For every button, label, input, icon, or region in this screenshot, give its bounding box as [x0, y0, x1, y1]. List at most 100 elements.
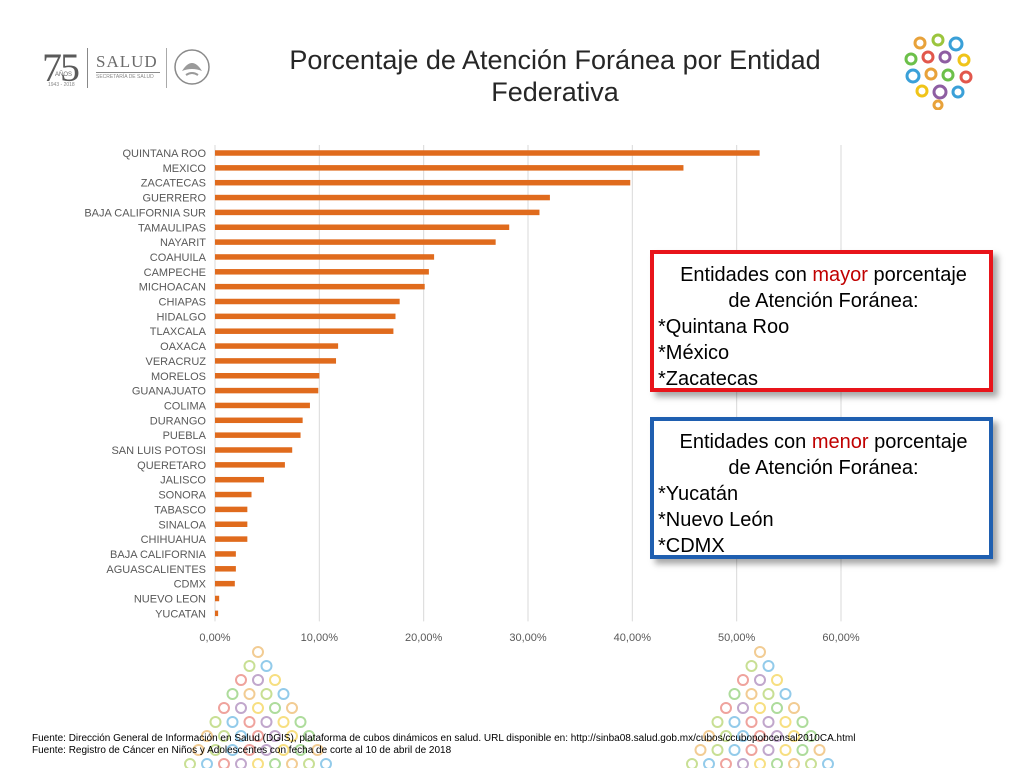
decorative-circle: [235, 758, 247, 768]
decorative-circle: [226, 716, 239, 728]
bar: [215, 209, 540, 216]
decorative-circles-logo: [904, 33, 973, 110]
logo-years-text: 1943 - 2018: [48, 82, 75, 88]
decorative-circle: [226, 688, 239, 700]
decorative-circle: [209, 716, 222, 728]
bar: [215, 373, 320, 379]
category-label: ZACATECAS: [141, 178, 206, 190]
bar: [215, 402, 310, 409]
category-label: CAMPECHE: [144, 267, 206, 279]
bar: [215, 269, 429, 275]
bar: [215, 179, 631, 186]
logo-anos-text: AÑOS: [55, 72, 73, 78]
decorative-circle: [771, 758, 783, 768]
decorative-circle: [192, 744, 205, 756]
category-label: TLAXCALA: [150, 326, 207, 338]
bar: [215, 432, 301, 438]
category-label: MICHOACAN: [139, 282, 206, 294]
category-label: TAMAULIPAS: [138, 222, 206, 234]
decorative-circle: [805, 758, 817, 768]
decorative-circle: [269, 758, 281, 768]
logo-salud-text: SALUD: [96, 52, 158, 71]
page-title: Porcentaje de Atención Foránea por Entid…: [289, 45, 821, 107]
decorative-circle: [243, 744, 256, 756]
bar: [215, 462, 285, 468]
category-label: AGUASCALIENTES: [106, 564, 206, 576]
mayor-box-item: *Quintana Roo: [658, 316, 790, 338]
decorative-circle: [754, 674, 766, 686]
decorative-circle: [252, 646, 264, 658]
decorative-circle: [235, 702, 247, 714]
decorative-circle: [243, 688, 256, 700]
decorative-circle: [728, 744, 741, 756]
bar: [215, 610, 219, 617]
x-tick-label: 10,00%: [301, 632, 339, 644]
category-label: BAJA CALIFORNIA: [110, 549, 207, 561]
decorative-circle: [303, 730, 315, 742]
decorative-circle: [243, 660, 256, 672]
bar: [215, 194, 550, 201]
category-label: SONORA: [158, 490, 206, 502]
category-label: CHIAPAS: [159, 297, 206, 309]
decorative-circle: [252, 674, 264, 686]
footer-sources: Fuente: Dirección General de Información…: [32, 733, 855, 757]
menor-box-heading: Entidades con menor porcentaje: [658, 429, 989, 455]
decorative-circle: [762, 660, 775, 672]
decorative-circle: [754, 646, 766, 658]
category-label: VERACRUZ: [145, 356, 206, 368]
decorative-circle: [737, 702, 749, 714]
decorative-circle: [277, 716, 290, 728]
bar: [215, 387, 319, 394]
bar: [215, 580, 235, 587]
category-label: SAN LUIS POTOSI: [111, 445, 206, 457]
footer-source-line-1: Fuente: Dirección General de Información…: [32, 733, 856, 744]
decorative-circle: [294, 744, 307, 756]
x-tick-label: 0,00%: [199, 632, 230, 644]
decorative-circle: [737, 674, 749, 686]
menor-box-item: *Nuevo León: [658, 509, 774, 531]
bar: [215, 491, 252, 498]
bar-chart: QUINTANA ROO MEXICO ZACATECAS GUERRERO BAJA …: [84, 145, 860, 644]
decorative-circle: [294, 716, 307, 728]
bar: [215, 343, 339, 349]
salud-logo: 75 AÑOS 1943 - 2018 SALUD SECRETARÍA DE …: [38, 42, 228, 94]
menor-box-suffix: porcentaje: [868, 431, 968, 453]
category-label: NAYARIT: [160, 237, 206, 249]
category-label: HIDALGO: [156, 311, 206, 323]
decorative-circle: [218, 758, 230, 768]
decorative-circle: [269, 730, 281, 742]
decorative-circle: [303, 758, 315, 768]
category-label: JALISCO: [160, 475, 206, 487]
chart-gridlines: [214, 145, 842, 622]
logo-75-number: 75: [42, 45, 80, 90]
category-label: DURANGO: [150, 415, 207, 427]
logo-salud-underline: [96, 72, 160, 73]
category-label: TABASCO: [154, 504, 206, 516]
decorative-circle: [260, 744, 273, 756]
decorative-circle: [218, 730, 230, 742]
bar: [215, 358, 337, 364]
decorative-circle: [728, 688, 741, 700]
category-label: GUERRERO: [142, 193, 206, 205]
x-tick-label: 30,00%: [509, 632, 547, 644]
mayor-box-prefix: Entidades con: [680, 264, 813, 286]
category-label: BAJA CALIFORNIA SUR: [84, 207, 206, 219]
category-label: PUEBLA: [163, 430, 207, 442]
decorative-circle: [720, 702, 732, 714]
bar: [215, 417, 303, 424]
decorative-circle: [745, 716, 758, 728]
decorative-circle: [686, 758, 698, 768]
mayor-box-heading: Entidades con mayor porcentaje: [658, 262, 989, 288]
decorative-circle: [243, 716, 256, 728]
bar: [215, 595, 220, 602]
menor-percentage-box: Entidades con menor porcentaje de Atenci…: [650, 417, 993, 559]
bar: [215, 313, 396, 320]
menor-box-item: *Yucatán: [658, 483, 739, 505]
bar: [215, 566, 236, 572]
category-label: COAHUILA: [150, 252, 207, 264]
decorative-circle-pattern: [184, 646, 834, 768]
decorative-circle: [703, 730, 715, 742]
bar: [215, 447, 293, 453]
category-label: OAXACA: [160, 341, 207, 353]
decorative-circle: [788, 730, 800, 742]
